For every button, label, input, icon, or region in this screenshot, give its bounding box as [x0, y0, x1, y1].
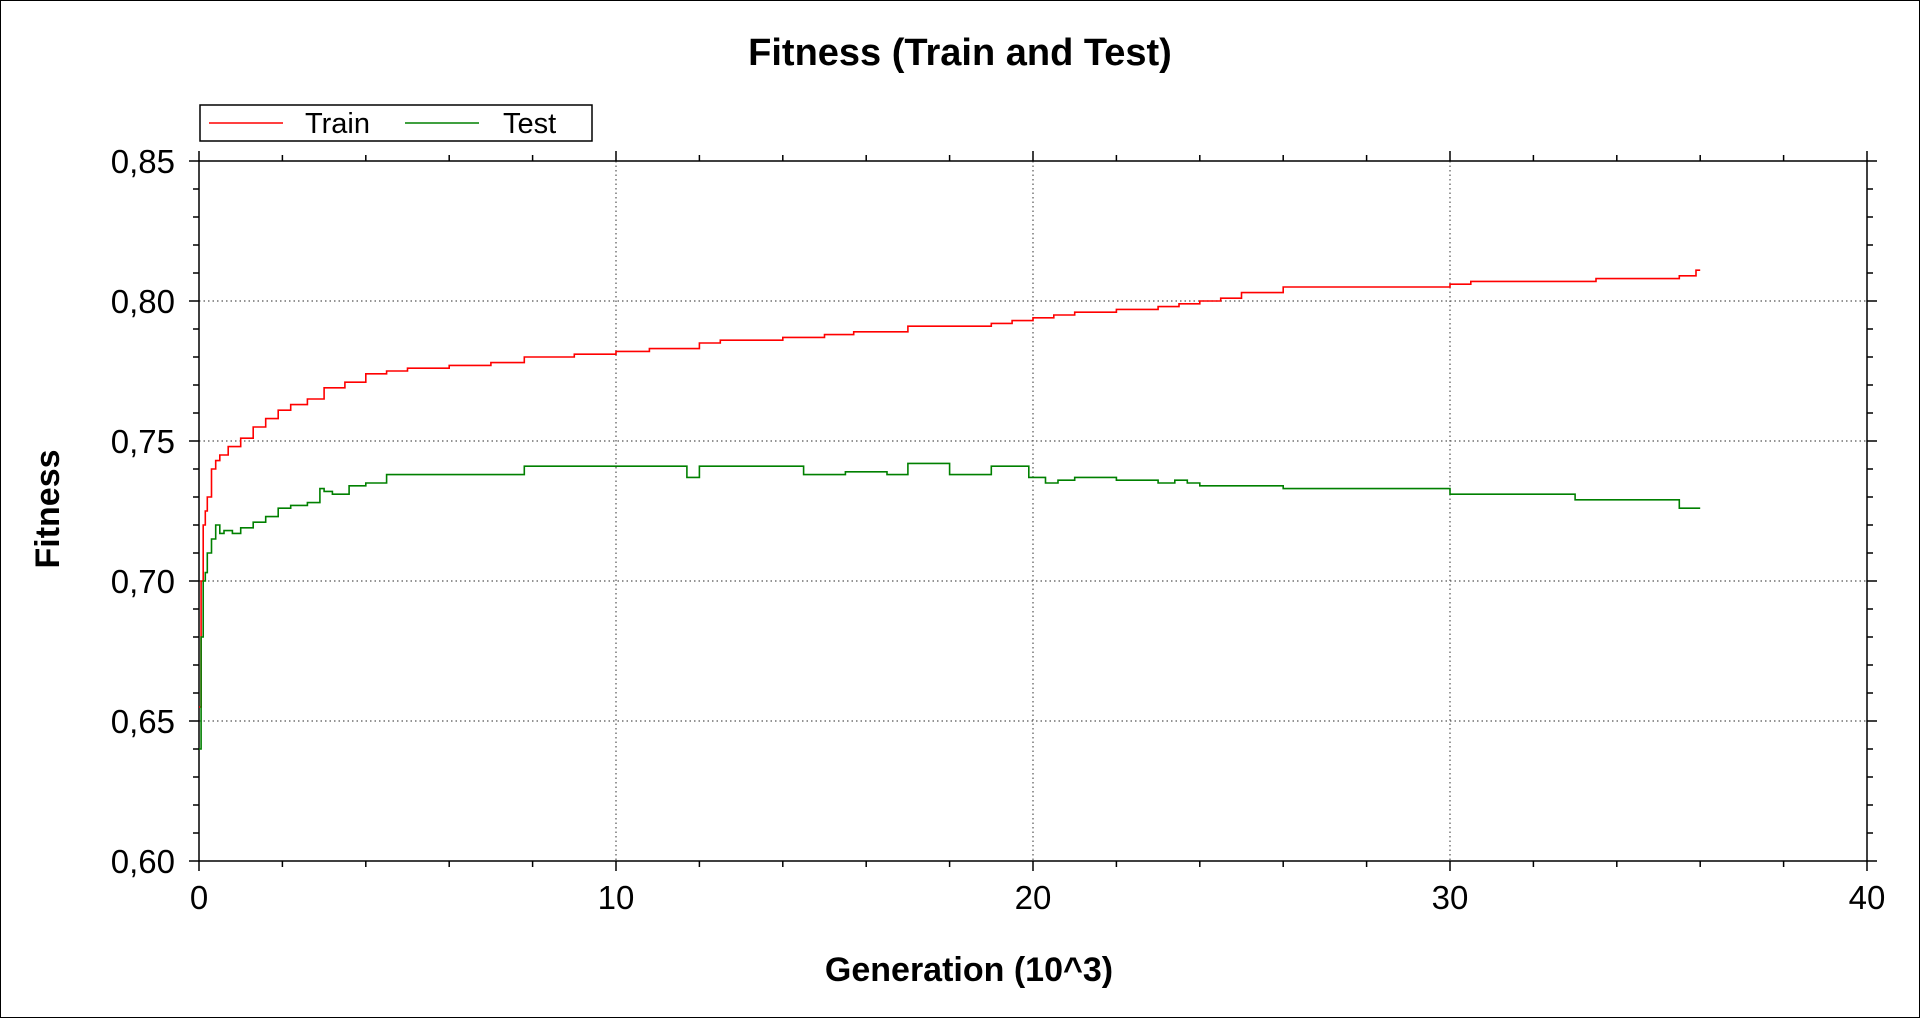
- x-tick-label: 10: [598, 879, 635, 916]
- x-tick-label: 40: [1849, 879, 1886, 916]
- plot-area: 0,60 0,65 0,70 0,75 0,80 0,85 0 10 20 30 40: [111, 143, 1886, 916]
- y-tick-label: 0,65: [111, 703, 175, 740]
- chart-title: Fitness (Train and Test): [748, 32, 1172, 74]
- y-tick-label: 0,60: [111, 843, 175, 880]
- x-tick-label: 30: [1432, 879, 1469, 916]
- y-tick-label: 0,75: [111, 423, 175, 460]
- series-line-test: [199, 462, 1701, 750]
- y-tick-label: 0,85: [111, 143, 175, 180]
- legend-label-train: Train: [305, 108, 370, 140]
- x-tick-label: 0: [190, 879, 208, 916]
- x-tick-label: 20: [1015, 879, 1052, 916]
- series-line-train: [199, 269, 1701, 708]
- y-tick-label: 0,80: [111, 283, 175, 320]
- x-axis-label: Generation (10^3): [825, 951, 1113, 989]
- y-axis-label: Fitness: [29, 449, 67, 568]
- y-tick-label: 0,70: [111, 563, 175, 600]
- legend-label-test: Test: [503, 108, 556, 140]
- legend: Train Test: [199, 104, 593, 142]
